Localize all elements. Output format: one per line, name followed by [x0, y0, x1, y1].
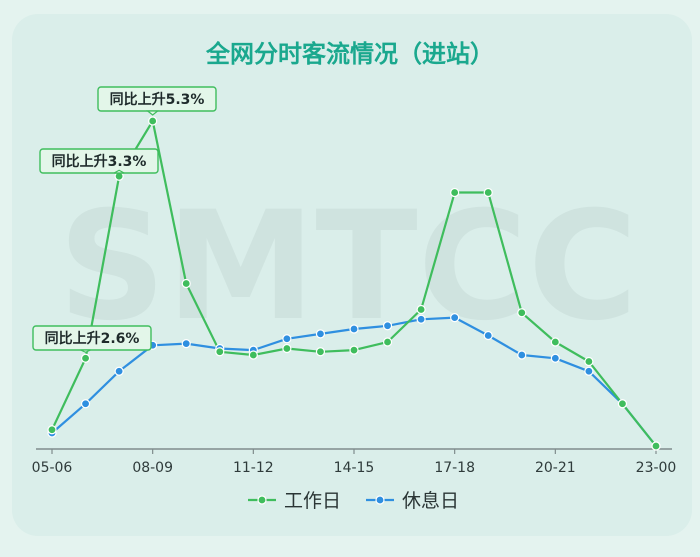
- data-point-workday: [248, 350, 258, 360]
- callout-pointer: [113, 169, 125, 174]
- callout-text: 同比上升3.3%: [52, 153, 147, 170]
- x-tick-label: 17-18: [434, 460, 475, 476]
- legend-swatch-dot: [375, 495, 385, 505]
- data-point-restday: [416, 314, 426, 324]
- data-point-restday: [80, 399, 91, 409]
- data-point-workday: [349, 345, 359, 355]
- annotations: 同比上升5.3% 同比上升3.3% 同比上升2.6%: [32, 86, 217, 353]
- data-point-workday: [315, 347, 326, 357]
- series-points: [47, 116, 661, 451]
- legend: 工作日 休息日: [248, 490, 459, 512]
- callout-pointer: [145, 110, 160, 116]
- x-axis: 05-06 08-09 11-12 14-15 17-18 20-21 23-00: [32, 448, 677, 476]
- data-point-restday: [114, 366, 124, 376]
- x-tick-label: 23-00: [636, 460, 677, 476]
- data-point-restday: [450, 313, 460, 323]
- x-tick-label: 14-15: [334, 460, 375, 476]
- data-point-workday: [80, 353, 91, 363]
- data-point-workday: [47, 425, 57, 435]
- legend-label: 工作日: [284, 490, 341, 512]
- data-point-restday: [483, 330, 493, 341]
- data-point-workday: [181, 278, 191, 289]
- x-tick-label: 05-06: [32, 460, 73, 476]
- callout-pointer: [80, 349, 91, 353]
- callout-box: [39, 148, 159, 174]
- data-point-workday: [483, 187, 493, 198]
- data-point-restday: [382, 321, 393, 331]
- legend-item-workday: 工作日: [248, 490, 341, 512]
- data-point-workday: [550, 337, 560, 347]
- data-point-workday: [617, 399, 628, 409]
- data-point-restday: [584, 366, 594, 376]
- x-tick-label: 08-09: [132, 460, 173, 476]
- callout-box: [32, 325, 152, 351]
- legend-item-restday: 休息日: [366, 490, 459, 512]
- data-point-restday: [315, 329, 326, 339]
- data-point-restday: [282, 334, 292, 344]
- callout: 同比上升2.6%: [32, 325, 152, 353]
- callout: 同比上升5.3%: [97, 86, 217, 116]
- data-point-workday: [382, 337, 393, 347]
- data-point-workday: [517, 308, 527, 318]
- data-point-restday: [517, 350, 527, 360]
- data-point-workday: [651, 441, 661, 451]
- data-point-workday: [584, 356, 594, 367]
- data-point-restday: [349, 324, 359, 334]
- data-point-workday: [450, 187, 460, 198]
- callout-text: 同比上升5.3%: [110, 91, 205, 108]
- callout: 同比上升3.3%: [39, 148, 159, 174]
- data-point-workday: [215, 347, 225, 357]
- x-tick-label: 11-12: [233, 460, 274, 476]
- data-point-workday: [416, 304, 426, 315]
- legend-swatch-dot: [257, 495, 267, 505]
- watermark-text: SMTCC: [58, 180, 638, 354]
- data-point-workday: [148, 116, 158, 126]
- chart-title: 全网分时客流情况（进站）: [205, 40, 494, 68]
- callout-text: 同比上升2.6%: [45, 330, 140, 347]
- data-point-workday: [282, 343, 292, 354]
- x-tick-label: 20-21: [535, 460, 576, 476]
- legend-label: 休息日: [402, 490, 459, 512]
- data-point-restday: [550, 353, 560, 363]
- data-point-restday: [181, 339, 191, 349]
